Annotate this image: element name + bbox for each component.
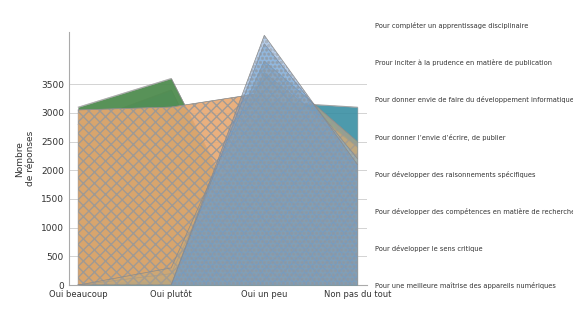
Text: Pour compléter un apprentissage disciplinaire: Pour compléter un apprentissage discipli…: [375, 22, 529, 29]
Text: Prour inciter à la prudence en matière de publication: Prour inciter à la prudence en matière d…: [375, 59, 552, 66]
Text: Pour donner envie de faire du développement informatique: Pour donner envie de faire du développem…: [375, 97, 573, 103]
Text: Pour développer des compétences en matière de recherche: Pour développer des compétences en matiè…: [375, 208, 573, 214]
Text: Pour donner l’envie d’écrire, de publier: Pour donner l’envie d’écrire, de publier: [375, 133, 506, 141]
Text: Pour développer le sens critique: Pour développer le sens critique: [375, 245, 483, 252]
Text: Pour une meilleure maîtrise des appareils numériques: Pour une meilleure maîtrise des appareil…: [375, 282, 556, 289]
Text: Pour développer des raisonnements spécifiques: Pour développer des raisonnements spécif…: [375, 170, 536, 178]
Y-axis label: Nombre
de réponses: Nombre de réponses: [15, 131, 36, 186]
